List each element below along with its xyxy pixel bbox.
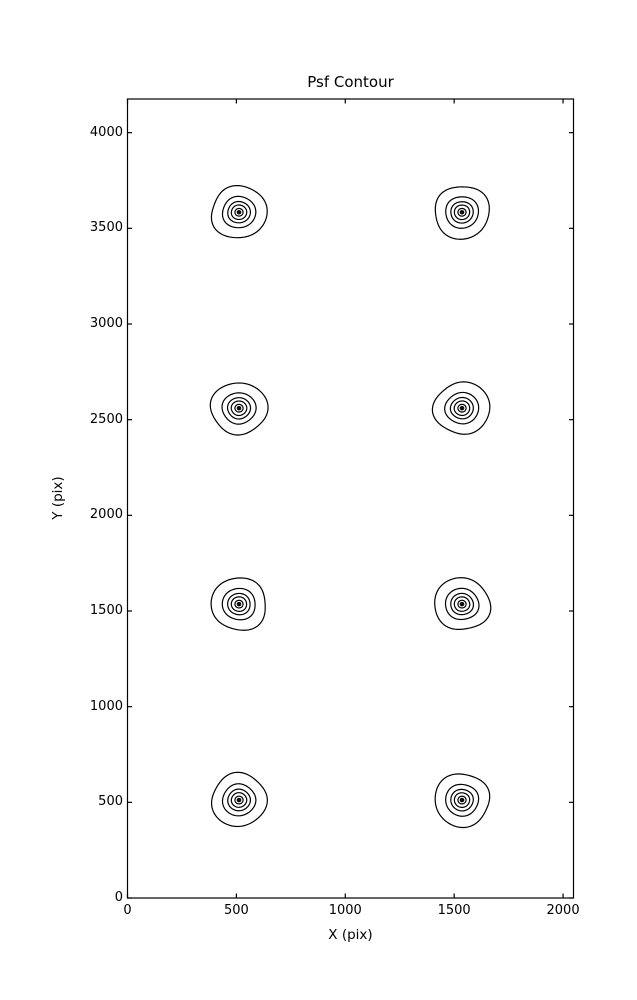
contour-ring <box>431 381 491 435</box>
y-tick-label: 3500 <box>89 220 123 236</box>
contour-ring <box>221 587 256 621</box>
contour-ring <box>459 797 465 803</box>
contour-ring <box>445 196 480 229</box>
contour-ring <box>230 204 248 221</box>
contour-ring <box>434 577 492 631</box>
x-tick-label: 1000 <box>328 903 362 918</box>
contour-peak-dot <box>460 211 464 214</box>
x-tick-label: 0 <box>123 903 132 918</box>
contour-ring <box>226 397 252 420</box>
contour-peak-dot <box>460 798 464 802</box>
contour-ring <box>230 596 248 612</box>
contour-ring <box>453 400 471 417</box>
contour-ring <box>453 204 471 221</box>
contour-peak-dot <box>237 603 241 606</box>
contour-ring <box>457 403 467 413</box>
contour-ring <box>209 382 269 436</box>
contour-ring <box>236 405 242 411</box>
contour-ring <box>445 783 480 817</box>
x-tick-label: 500 <box>223 903 249 918</box>
contour-ring <box>453 596 471 612</box>
contour-ring <box>457 207 467 217</box>
contour-ring <box>210 184 268 239</box>
contour-peak-dot <box>237 211 241 214</box>
x-tick-label: 1500 <box>437 903 471 918</box>
contour-ring <box>221 392 257 425</box>
y-tick-label: 4000 <box>89 124 123 140</box>
contour-ring <box>227 788 252 812</box>
contour-ring <box>434 773 491 829</box>
contour-ring <box>434 186 490 240</box>
y-tick-label: 2500 <box>89 411 123 427</box>
contour-ring <box>210 577 266 631</box>
contour-peak-dot <box>460 407 464 410</box>
contour-ring <box>457 795 467 805</box>
y-tick-label: 1500 <box>89 603 123 618</box>
contour-ring <box>457 599 467 609</box>
contour-ring <box>459 405 465 411</box>
contour-ring <box>210 771 268 828</box>
x-axis-label: X (pix) <box>328 927 373 943</box>
contour-ring <box>444 391 480 425</box>
contour-ring <box>234 795 244 805</box>
y-tick-label: 500 <box>98 794 123 810</box>
contour-ring <box>450 201 474 224</box>
contour-ring <box>450 788 474 812</box>
contour-ring <box>459 210 465 215</box>
chart-title: Psf Contour <box>307 73 394 91</box>
contour-ring <box>444 587 480 621</box>
contour-ring <box>234 599 244 609</box>
contour-ring <box>459 601 465 607</box>
contour-ring <box>236 797 242 803</box>
axes-frame <box>126 98 575 899</box>
y-tick-label: 0 <box>114 890 123 905</box>
contour-ring <box>221 783 257 817</box>
contour-ring <box>227 200 251 224</box>
contour-peak-dot <box>237 798 241 802</box>
y-tick-label: 3000 <box>89 316 123 331</box>
contour-ring <box>227 592 251 616</box>
y-tick-label: 2000 <box>89 507 123 523</box>
contour-ring <box>449 396 474 420</box>
x-tick-label: 2000 <box>546 903 580 918</box>
contour-peak-dot <box>237 407 241 410</box>
contour-ring <box>236 210 242 215</box>
contour-ring <box>234 403 244 413</box>
contour-ring <box>236 601 242 607</box>
contour-ring <box>453 792 471 808</box>
contour-peak-dot <box>460 603 464 606</box>
y-tick-label: 1000 <box>89 698 123 714</box>
contour-ring <box>450 592 475 616</box>
contour-ring <box>230 400 248 417</box>
contour-ring <box>221 195 257 229</box>
contour-ring <box>230 792 248 808</box>
contour-ring <box>234 207 244 217</box>
